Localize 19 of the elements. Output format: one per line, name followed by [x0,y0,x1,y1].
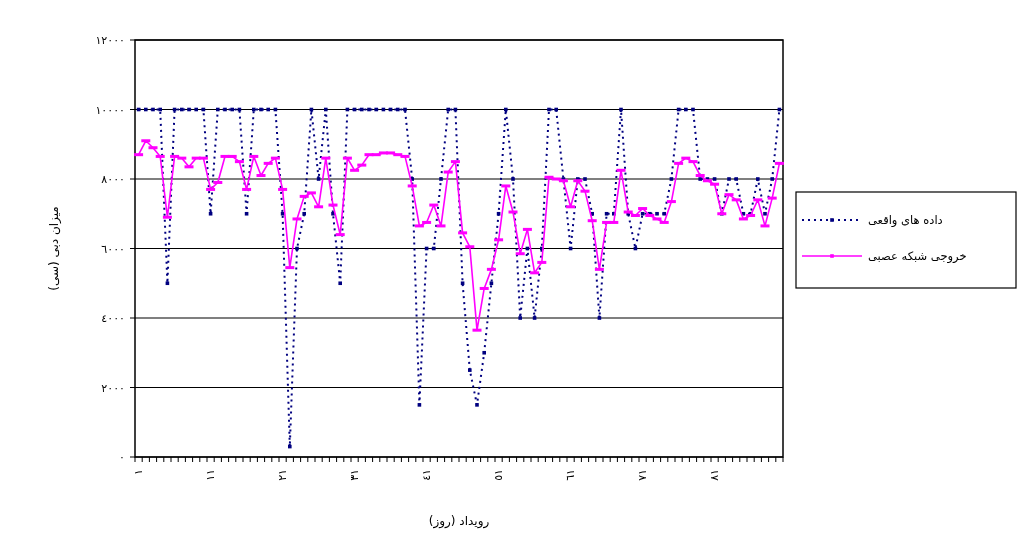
x-tick-label: ٤١ [419,469,433,481]
y-tick-label: ١٠٠٠٠ [95,103,125,117]
y-tick-label: ٤٠٠٠ [101,312,125,325]
y-tick-label: ١٢٠٠٠ [95,34,125,47]
x-tick-label: ١١ [203,469,217,481]
y-tick-label: ٢٠٠٠ [101,381,125,395]
x-tick-label: ٨١ [707,469,721,481]
y-axis-title: میزان دبی (سی) [47,206,62,291]
x-tick-label: ٧١ [635,469,649,481]
y-tick-label: ٠ [119,451,125,464]
x-tick-label: ٥١ [491,469,505,481]
x-tick-label: ٢١ [275,469,289,481]
y-tick-label: ٨٠٠٠ [101,173,125,186]
y-tick-label: ٦٠٠٠ [101,242,125,256]
x-tick-label: ٣١ [347,469,361,481]
x-tick-label: ١ [131,469,145,475]
x-tick-label: ٦١ [563,469,577,481]
x-axis-title: رویداد (روز) [428,514,490,529]
legend: داده های واقعی خروجی شبکه عصبی [795,191,1017,289]
